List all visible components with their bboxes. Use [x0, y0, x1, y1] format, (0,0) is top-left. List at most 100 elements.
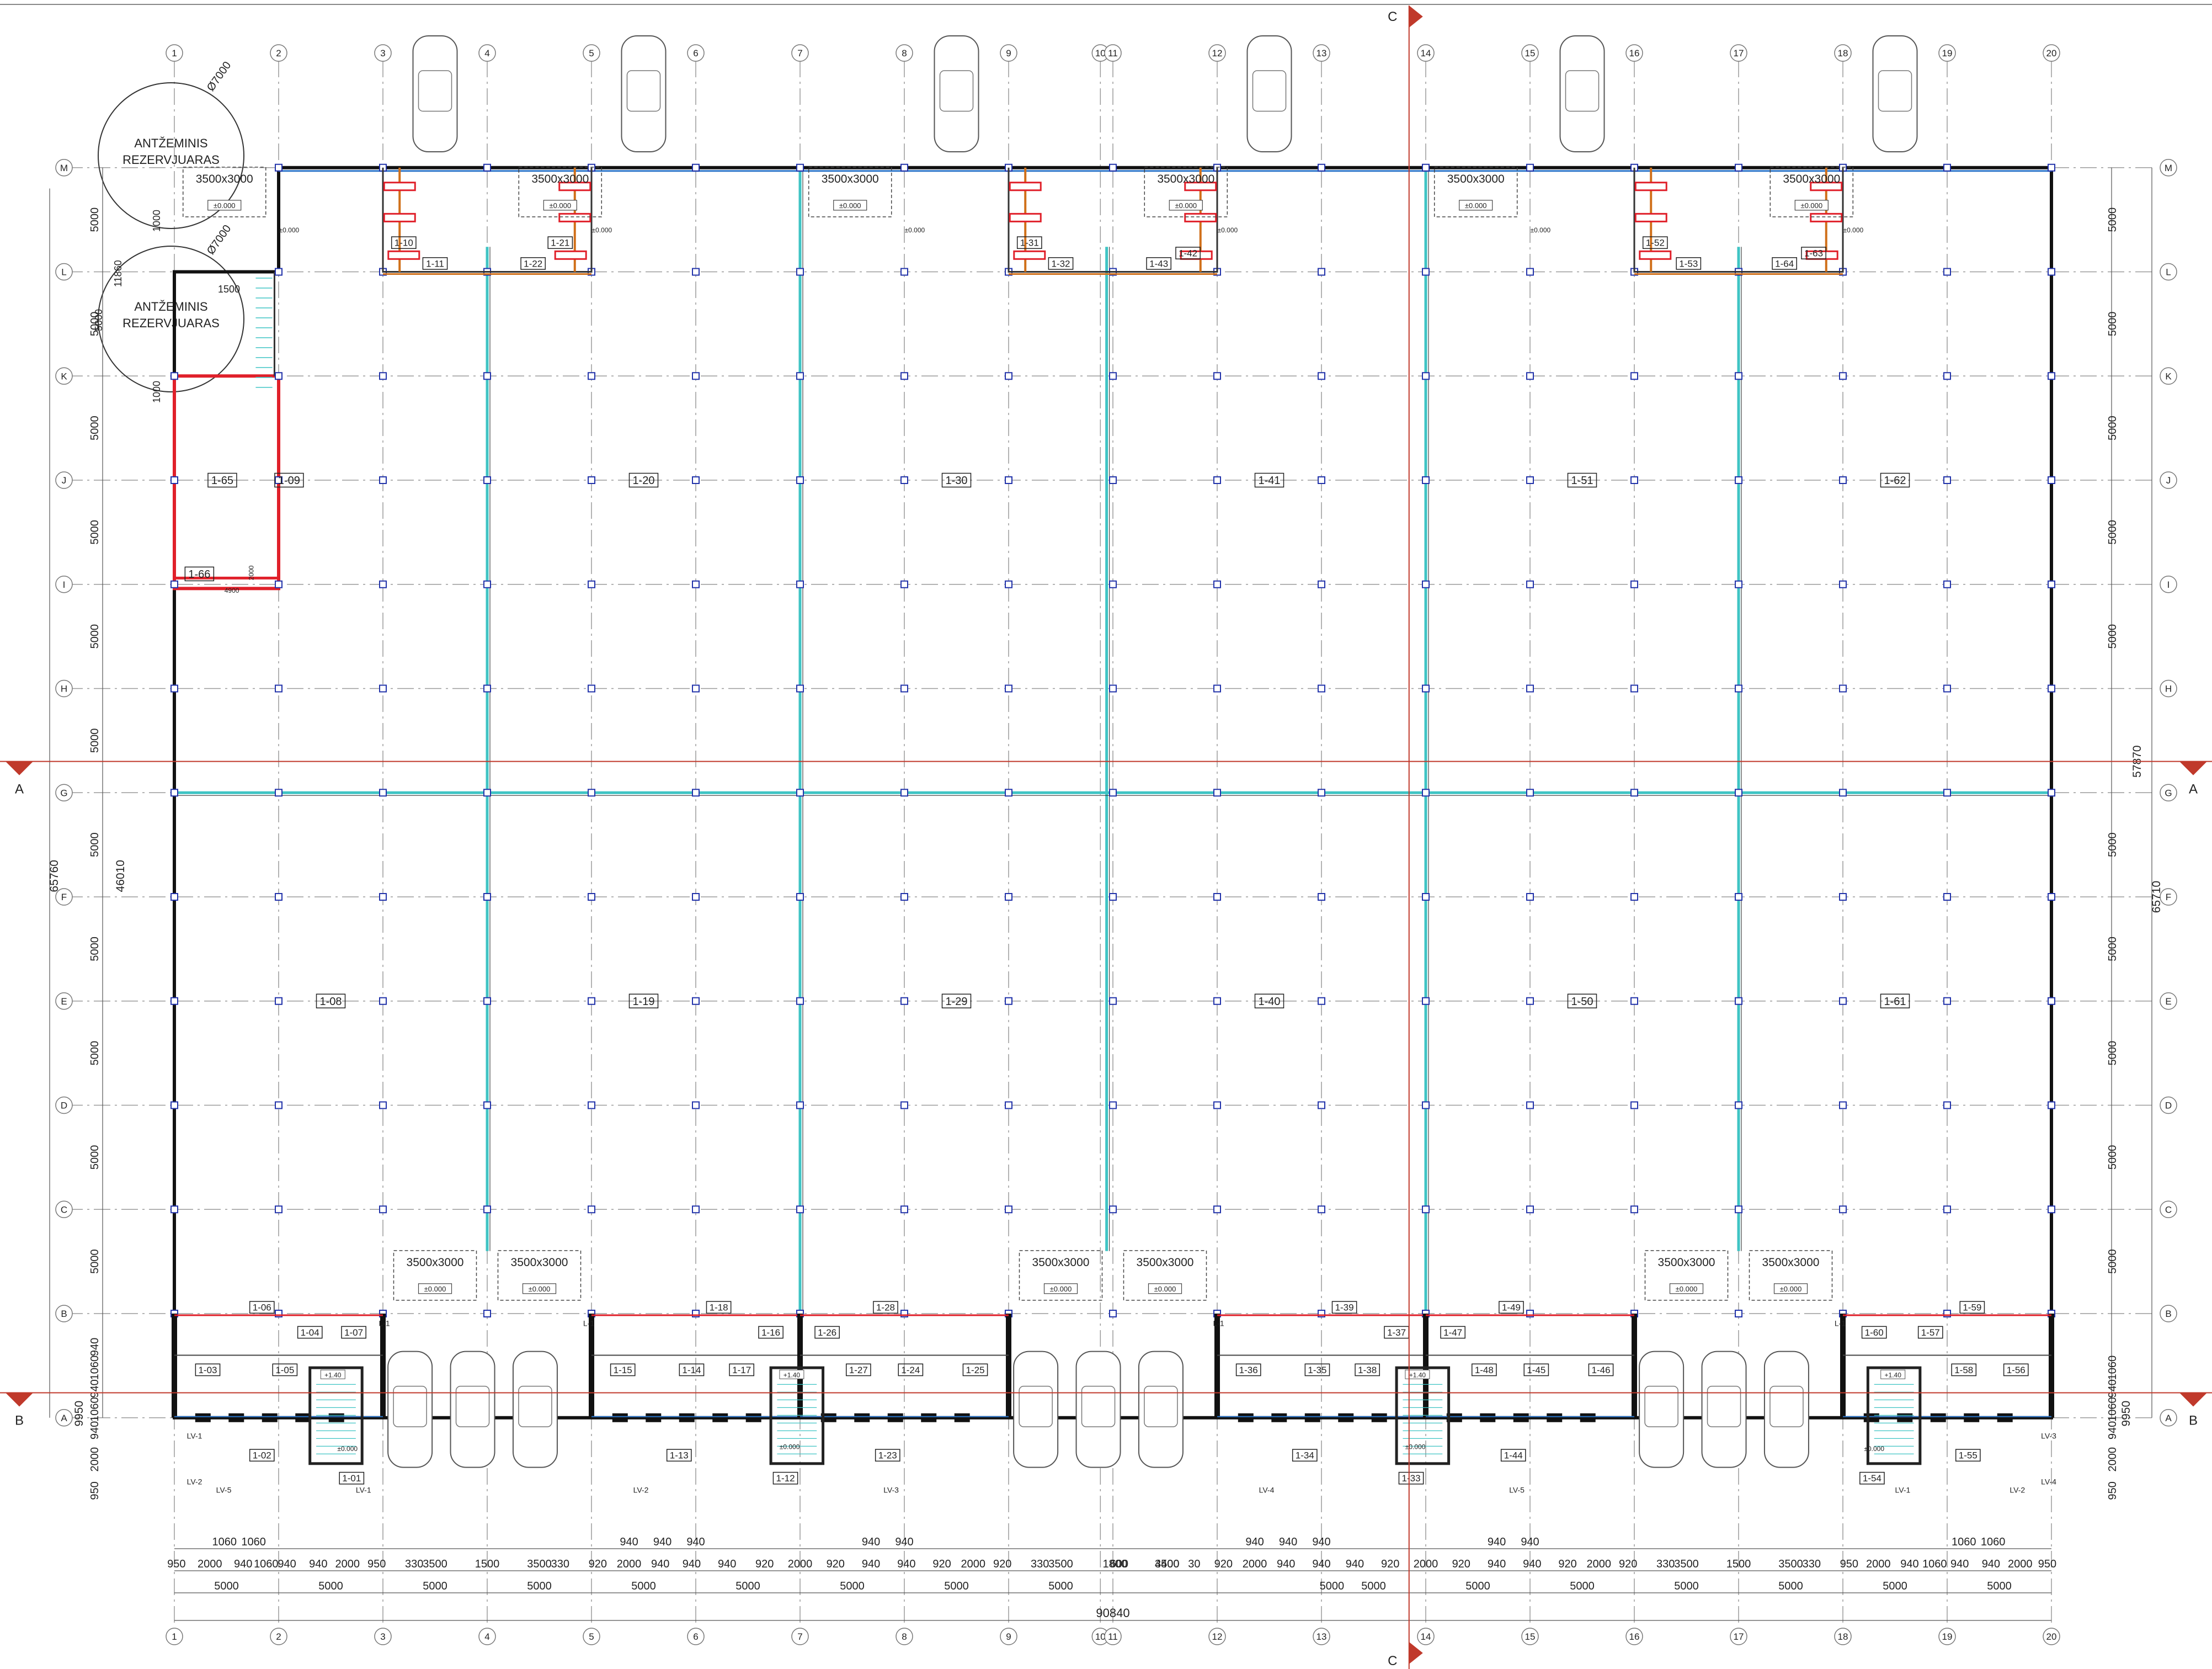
stair-level-text: +1.40 — [1885, 1371, 1902, 1379]
dim-bottom-text: 2000 — [1243, 1558, 1267, 1570]
dim-overall-right: 65710 — [2150, 881, 2163, 913]
dim-right-text: 5000 — [2107, 416, 2119, 440]
column-marker — [483, 1310, 491, 1317]
column-marker — [796, 789, 804, 797]
building-walls — [170, 163, 2055, 1465]
dim-left-text: 5000 — [89, 208, 101, 232]
room-label-box — [898, 1363, 924, 1376]
column-marker — [1318, 268, 1325, 276]
section-arrow — [2179, 1392, 2207, 1407]
column-marker — [483, 997, 491, 1005]
section-arrow — [2179, 761, 2207, 775]
top-door-tag: 3500x3000 ±0.000 — [1769, 167, 1854, 217]
car-top — [1872, 35, 1918, 152]
grid-bubble — [896, 1628, 913, 1645]
column-marker — [1526, 684, 1534, 693]
room-label-box — [628, 993, 659, 1008]
grid-bubble — [1521, 1628, 1539, 1645]
column-marker — [275, 893, 283, 901]
bottom-door-tag: 3500x3000 ±0.000 — [1123, 1250, 1207, 1301]
grid-row-label: B — [2165, 1309, 2171, 1319]
room-label-box — [1331, 1301, 1357, 1314]
door-frame-box — [497, 1250, 582, 1301]
room-large-label: 1-08 — [316, 993, 346, 1008]
reservoir-diameter: Ø7000 — [205, 60, 233, 94]
car-body — [1763, 1351, 1809, 1468]
car-roof — [1644, 1385, 1678, 1427]
section-label: A — [15, 782, 24, 797]
grid-col-label: 12 — [1212, 1631, 1223, 1642]
dim-bottom-text: 5000 — [423, 1580, 447, 1592]
column-marker — [1943, 163, 1951, 172]
lv-tag: LV-1 — [187, 1432, 202, 1441]
section-label: A — [2189, 782, 2198, 797]
column-marker — [1526, 163, 1534, 172]
room-label-text: 1-30 — [945, 475, 967, 487]
room-label-text: 1-39 — [1335, 1303, 1354, 1313]
grid-row-label: J — [2166, 475, 2171, 486]
fire-damper-tag — [1009, 182, 1042, 192]
dim-left-text: 5000 — [89, 312, 101, 337]
column-marker — [1109, 997, 1117, 1005]
dim-bottom-text: 5000 — [1987, 1580, 2012, 1592]
dim-bottom-text: 3500 — [423, 1558, 447, 1570]
column-marker — [1213, 372, 1221, 380]
grid-col-label: 8 — [902, 1631, 907, 1642]
room-label-text: 1-51 — [1571, 475, 1593, 487]
top-door-tag: 3500x3000 ±0.000 — [1144, 167, 1228, 217]
grid-row-label: J — [62, 475, 67, 486]
column-marker — [2048, 372, 2055, 380]
column-marker — [1943, 268, 1951, 276]
room-small-label: 1-21 — [547, 236, 573, 249]
column-marker — [1005, 684, 1012, 693]
dim-bottom-text: 2000 — [961, 1558, 985, 1570]
room-label-box — [249, 1301, 275, 1314]
column-marker — [796, 163, 804, 172]
column-marker — [1526, 372, 1534, 380]
lv-tag: L-1 — [583, 1319, 594, 1328]
room-label-box — [1016, 236, 1042, 249]
grid-col-label: 18 — [1838, 1631, 1848, 1642]
dimension-lines: 5000 5000 5000 5000 5000 5000 5000 5000 5000 5000… — [48, 167, 2163, 1621]
grid-row-label: G — [2165, 788, 2172, 798]
grid-bubble — [478, 44, 496, 62]
car-body — [1013, 1351, 1059, 1468]
dim-bottom-text: 940 — [651, 1558, 669, 1570]
grid-row-label: E — [2165, 996, 2171, 1007]
column-marker — [900, 1101, 908, 1109]
column-marker — [1630, 997, 1638, 1005]
grid-bubble — [2043, 44, 2060, 62]
car-roof — [1565, 70, 1600, 112]
column-marker — [692, 893, 700, 901]
room-large-label: 1-50 — [1567, 993, 1597, 1008]
room-small-label: 1-55 — [1955, 1449, 1981, 1462]
room-small-label: 1-64 — [1772, 257, 1798, 270]
column-marker — [1943, 1205, 1951, 1214]
column-marker — [796, 580, 804, 588]
room-large-label: 1-19 — [628, 993, 659, 1008]
room-label-text: 1-62 — [1884, 475, 1906, 487]
dim-bottom-text: 2000 — [2008, 1558, 2033, 1570]
room-small-label: 1-60 — [1861, 1326, 1887, 1339]
column-marker — [1526, 268, 1534, 276]
grid-bubble — [55, 1305, 73, 1322]
column-marker — [1109, 580, 1117, 588]
column-marker — [483, 580, 491, 588]
column-marker — [275, 580, 283, 588]
column-marker — [170, 893, 178, 901]
grid-bubble — [166, 1628, 183, 1645]
room-label-text: 1-45 — [1527, 1365, 1545, 1375]
window-pier — [921, 1413, 937, 1422]
room-label-text: 1-05 — [275, 1365, 294, 1375]
column-marker — [1213, 1205, 1221, 1214]
car-roof — [1252, 70, 1287, 112]
car-roof — [518, 1385, 552, 1427]
dim-bottom-text: 940 — [1279, 1536, 1297, 1548]
grid-bubble — [791, 44, 809, 62]
grid-col-label: 3 — [380, 1631, 385, 1642]
column-marker — [483, 163, 491, 172]
dim-overall-left: 9950 — [73, 1401, 86, 1427]
window-pier — [1580, 1413, 1596, 1422]
grid-bubble — [1417, 1628, 1435, 1645]
lv-tag: LV-5 — [1509, 1486, 1525, 1495]
